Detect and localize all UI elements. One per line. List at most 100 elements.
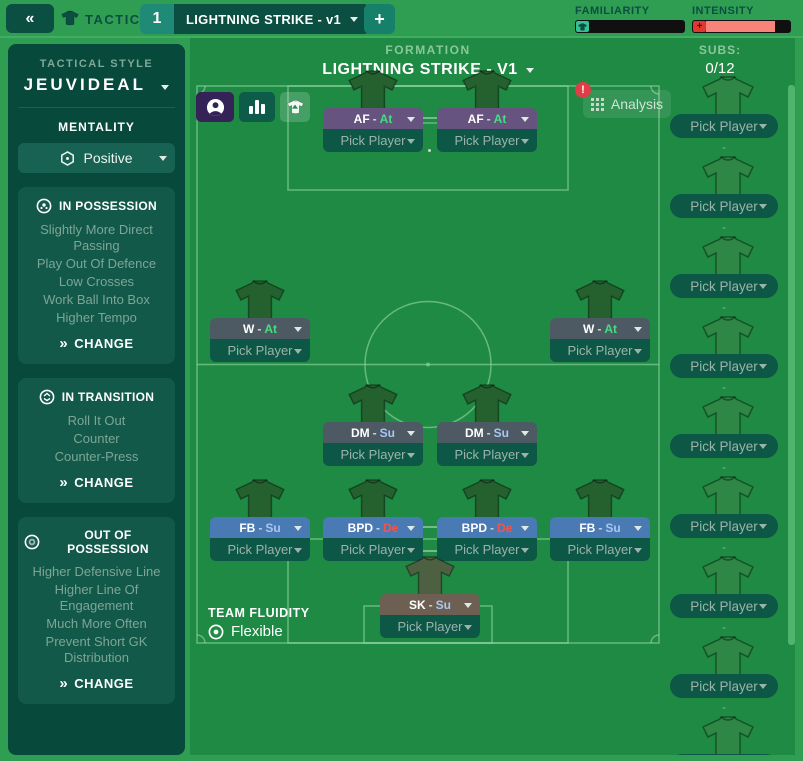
defending-ball-icon: [24, 534, 40, 550]
team-fluidity-label: TEAM FLUIDITY: [208, 606, 310, 620]
role-dropdown[interactable]: SK - Su: [380, 594, 480, 615]
instruction-item: Play Out Of Defence: [36, 256, 157, 271]
role-dropdown[interactable]: BPD - De: [437, 517, 537, 538]
chevron-down-icon: [759, 444, 767, 449]
formation-name-dropdown[interactable]: LIGHTNING STRIKE - V1: [196, 61, 660, 79]
role-dropdown[interactable]: FB - Su: [550, 517, 650, 538]
pick-player-dropdown[interactable]: Pick Player: [670, 354, 778, 378]
pick-player-dropdown[interactable]: Pick Player: [670, 194, 778, 218]
mentality-dropdown[interactable]: Positive: [18, 143, 175, 173]
intensity-fill: [706, 21, 775, 32]
double-chevron-icon: »: [59, 474, 69, 491]
tactic-tab[interactable]: 1 LIGHTNING STRIKE - v1: [140, 4, 371, 34]
analysis-button[interactable]: Analysis: [583, 90, 671, 118]
pick-player-dropdown[interactable]: Pick Player: [210, 538, 310, 561]
pick-player-dropdown[interactable]: Pick Player: [323, 129, 423, 152]
topbar-divider: [0, 36, 803, 38]
jersey-icon: [347, 70, 399, 112]
position-dm-right: DM - Su Pick Player: [437, 422, 537, 466]
pick-player-dropdown[interactable]: Pick Player: [670, 514, 778, 538]
pick-player-dropdown[interactable]: Pick Player: [380, 615, 480, 638]
change-in-transition-button[interactable]: » CHANGE: [59, 474, 134, 491]
sub-slot: Pick Player -: [660, 556, 795, 636]
shirt-view-button[interactable]: [280, 92, 310, 122]
chevron-down-icon: [521, 138, 529, 144]
tactical-style-dropdown[interactable]: JEUVIDEAL: [18, 75, 175, 95]
role-label: DM: [464, 425, 484, 440]
pick-player-dropdown[interactable]: Pick Player: [437, 443, 537, 466]
role-dropdown[interactable]: W - At: [550, 318, 650, 339]
pick-player-dropdown[interactable]: Pick Player: [670, 674, 778, 698]
grid-icon: [590, 97, 604, 111]
chevron-down-icon: [294, 525, 302, 531]
pick-player-dropdown[interactable]: Pick Player: [550, 538, 650, 561]
tactics-label: TACTICS: [85, 12, 151, 27]
pick-player-dropdown[interactable]: Pick Player: [210, 339, 310, 362]
back-button[interactable]: «: [6, 4, 54, 33]
role-label: W: [243, 321, 255, 336]
tactic-tab-name[interactable]: LIGHTNING STRIKE - v1: [174, 4, 371, 34]
position-fullback-left: FB - Su Pick Player: [210, 517, 310, 561]
pick-player-dropdown[interactable]: Pick Player: [670, 114, 778, 138]
role-dropdown[interactable]: DM - Su: [323, 422, 423, 443]
position-striker-left: AF - At Pick Player: [323, 108, 423, 152]
role-dropdown[interactable]: BPD - De: [323, 517, 423, 538]
stats-view-button[interactable]: [239, 92, 275, 122]
jersey-icon: [461, 384, 513, 426]
instruction-item: Slightly More Direct Passing: [40, 222, 153, 253]
subs-column: SUBS: 0/12 Pick Player - Pick Player - P…: [660, 38, 795, 755]
change-out-of-possession-button[interactable]: » CHANGE: [59, 675, 134, 692]
duty-label: At: [604, 321, 617, 336]
instruction-item: Much More Often: [46, 616, 147, 631]
position-centreback-left: BPD - De Pick Player: [323, 517, 423, 561]
pick-player-dropdown[interactable]: Pick Player: [437, 538, 537, 561]
player-view-button[interactable]: [196, 92, 234, 122]
chevron-down-icon: [294, 326, 302, 332]
add-tactic-button[interactable]: +: [364, 4, 395, 34]
sub-slot: Pick Player -: [660, 316, 795, 396]
pick-player-dropdown[interactable]: Pick Player: [670, 594, 778, 618]
chevron-down-icon: [759, 284, 767, 289]
change-in-possession-button[interactable]: » CHANGE: [59, 335, 134, 352]
duty-label: At: [379, 111, 393, 126]
chevron-down-icon: [759, 684, 767, 689]
pick-player-dropdown[interactable]: Pick Player: [550, 339, 650, 362]
sub-slot: Pick Player -: [660, 476, 795, 556]
back-icon: «: [25, 9, 35, 27]
chevron-down-icon: [294, 547, 302, 553]
chevron-down-icon: [521, 452, 529, 458]
pick-player-dropdown[interactable]: Pick Player: [670, 754, 778, 755]
role-dropdown[interactable]: AF - At: [323, 108, 423, 129]
duty-label: At: [493, 111, 507, 126]
role-label: FB: [579, 520, 596, 535]
pick-player-dropdown[interactable]: Pick Player: [323, 443, 423, 466]
empty-sub-value: -: [722, 620, 726, 634]
pick-player-dropdown[interactable]: Pick Player: [670, 434, 778, 458]
chevron-down-icon: [521, 547, 529, 553]
instruction-item: Higher Defensive Line: [32, 564, 161, 579]
in-possession-items: Slightly More Direct Passing Play Out Of…: [24, 222, 169, 326]
instruction-item: Counter-Press: [54, 449, 139, 464]
pick-player-dropdown[interactable]: Pick Player: [670, 274, 778, 298]
position-centreback-right: BPD - De Pick Player: [437, 517, 537, 561]
role-dropdown[interactable]: FB - Su: [210, 517, 310, 538]
position-goalkeeper: SK - Su Pick Player: [380, 594, 480, 638]
role-dropdown[interactable]: AF - At: [437, 108, 537, 129]
empty-sub-value: -: [722, 460, 726, 474]
empty-sub-value: -: [722, 300, 726, 314]
chevron-down-icon: [634, 326, 642, 332]
duty-label: Su: [379, 425, 395, 440]
instruction-item: Roll It Out: [67, 413, 126, 428]
role-dropdown[interactable]: W - At: [210, 318, 310, 339]
scrollbar[interactable]: [788, 85, 795, 645]
chevron-down-icon: [759, 124, 767, 129]
instruction-item: Prevent Short GK Distribution: [45, 634, 148, 665]
pick-player-dropdown[interactable]: Pick Player: [323, 538, 423, 561]
in-transition-items: Roll It Out Counter Counter-Press: [24, 413, 169, 465]
chevron-down-icon: [464, 624, 472, 630]
duty-label: Su: [435, 597, 451, 612]
role-dropdown[interactable]: DM - Su: [437, 422, 537, 443]
chevron-down-icon: [759, 604, 767, 609]
intensity-label: INTENSITY: [692, 5, 754, 17]
pick-player-dropdown[interactable]: Pick Player: [437, 129, 537, 152]
